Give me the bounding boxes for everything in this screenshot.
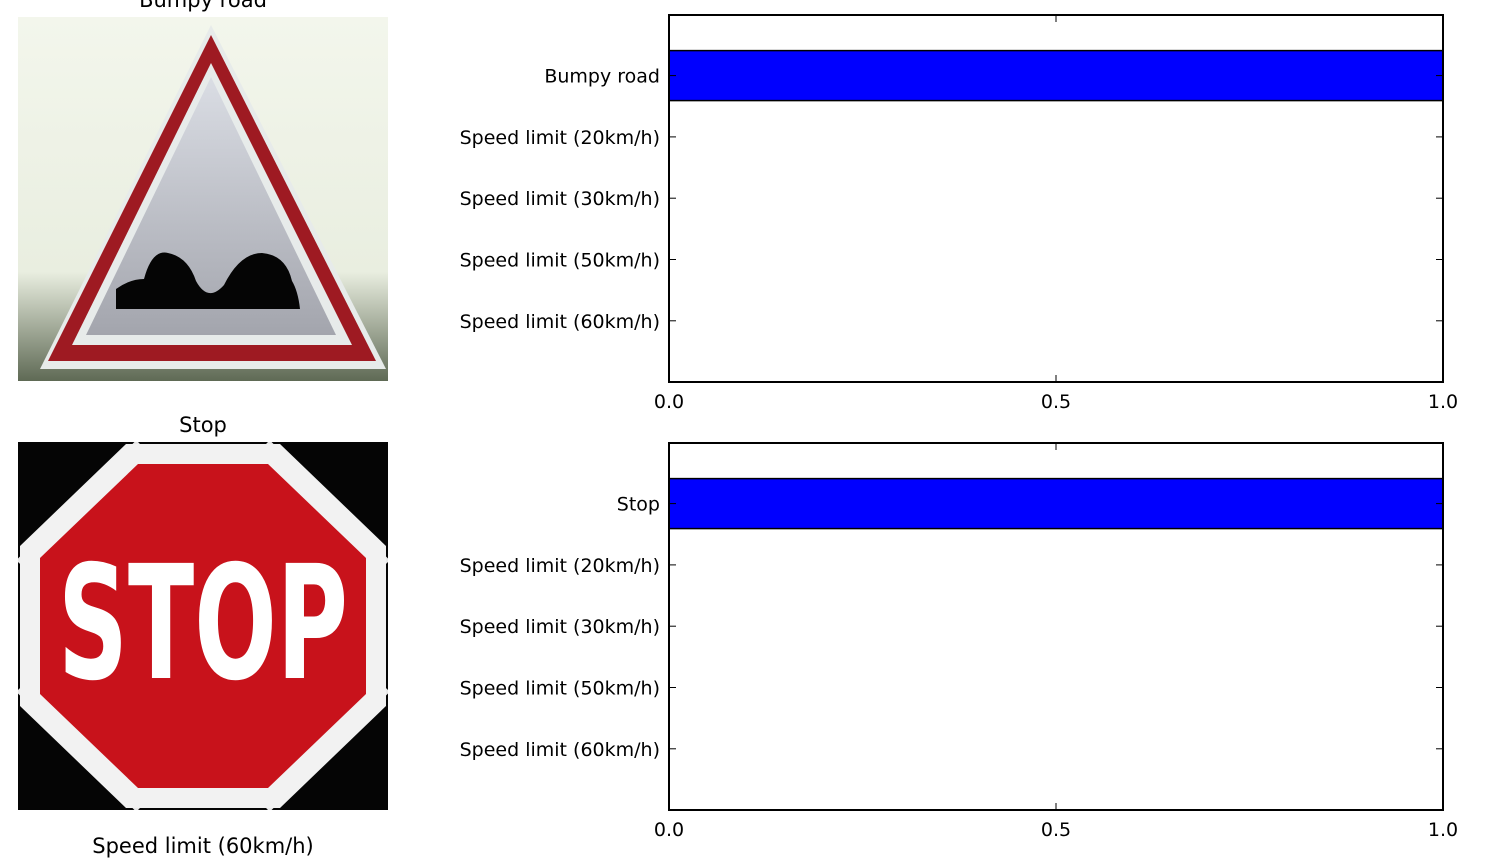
bar (668, 477, 1444, 530)
probability-bar-chart-1: Bumpy road Speed limit (20km/h) Speed limi… (460, 14, 1458, 413)
y-tick-label: Stop (617, 494, 660, 516)
bar (668, 49, 1444, 102)
y-tick-label: Speed limit (30km/h) (460, 188, 660, 210)
y-tick-label: Speed limit (30km/h) (460, 616, 660, 638)
y-tick-label: Speed limit (50km/h) (460, 250, 660, 272)
x-tick-label: 0.0 (654, 391, 684, 413)
bumpy-road-sign-image (18, 17, 388, 381)
probability-bar-chart-2: Stop Speed limit (20km/h) Speed limit (30k… (460, 442, 1458, 841)
stop-sign-image: STOP (18, 442, 388, 810)
y-tick-label: Speed limit (60km/h) (460, 311, 660, 333)
stop-sign-text: STOP (58, 532, 348, 716)
y-tick-label: Speed limit (50km/h) (460, 678, 660, 700)
y-tick-label: Speed limit (60km/h) (460, 739, 660, 761)
image-title-1: Bumpy road (139, 0, 267, 12)
x-tick-label: 0.5 (1041, 391, 1071, 413)
y-tick-label: Speed limit (20km/h) (460, 127, 660, 149)
x-tick-label: 0.5 (1041, 819, 1071, 841)
x-tick-label: 0.0 (654, 819, 684, 841)
y-tick-label: Speed limit (20km/h) (460, 555, 660, 577)
x-tick-label: 1.0 (1428, 391, 1458, 413)
x-tick-label: 1.0 (1428, 819, 1458, 841)
y-tick-label: Bumpy road (544, 66, 660, 88)
image-title-2: Stop (179, 413, 227, 437)
